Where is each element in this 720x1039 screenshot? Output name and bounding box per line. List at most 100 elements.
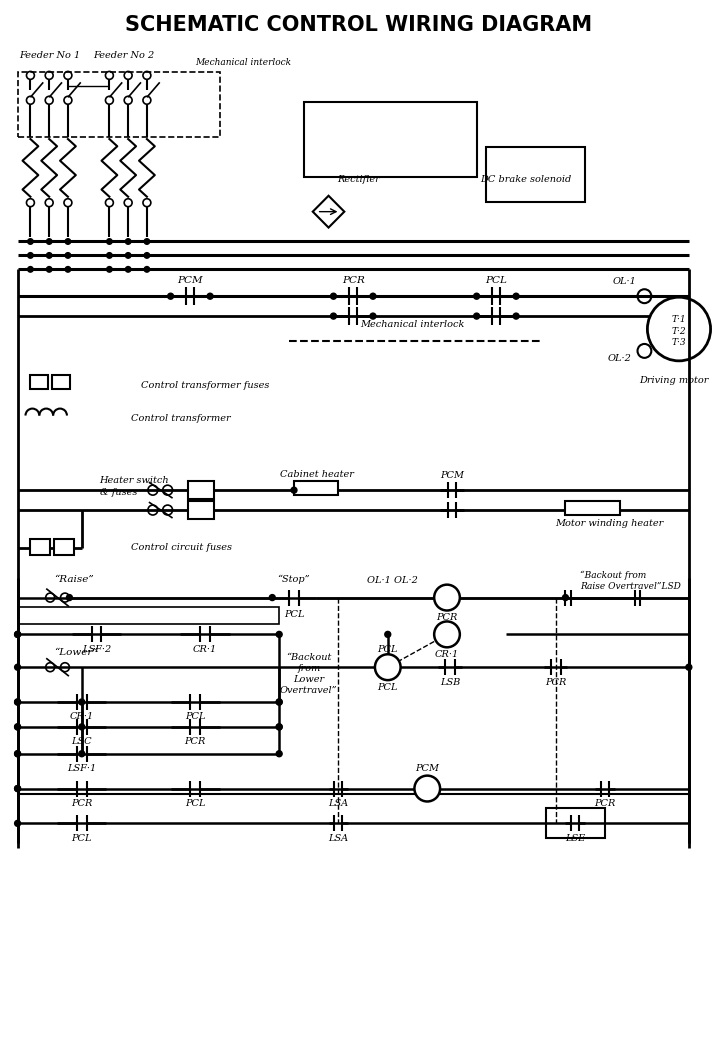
- Bar: [565, 501, 620, 515]
- Text: LSC: LSC: [71, 738, 92, 746]
- Text: OL·1: OL·1: [613, 276, 636, 286]
- Circle shape: [66, 594, 73, 601]
- Circle shape: [78, 699, 85, 705]
- Text: PCR: PCR: [184, 738, 206, 746]
- Text: PCR: PCR: [594, 799, 616, 808]
- Text: PCL: PCL: [284, 610, 305, 619]
- Text: Cabinet heater: Cabinet heater: [280, 470, 354, 479]
- Circle shape: [513, 293, 519, 299]
- Bar: [189, 501, 214, 520]
- Text: OL·1 OL·2: OL·1 OL·2: [367, 577, 418, 585]
- Circle shape: [14, 699, 21, 705]
- Bar: [52, 375, 70, 389]
- Text: LSF·2: LSF·2: [82, 645, 111, 654]
- Bar: [487, 146, 585, 202]
- Circle shape: [14, 632, 21, 637]
- Circle shape: [375, 655, 400, 681]
- Text: “Backout from: “Backout from: [580, 571, 647, 581]
- Circle shape: [647, 297, 711, 361]
- Circle shape: [107, 267, 112, 272]
- Text: PCM: PCM: [178, 275, 203, 285]
- Circle shape: [46, 239, 52, 244]
- Text: PCL: PCL: [185, 799, 205, 808]
- Circle shape: [107, 252, 112, 259]
- Text: Rectifier: Rectifier: [337, 176, 379, 184]
- Circle shape: [513, 313, 519, 319]
- Text: T·2: T·2: [672, 326, 686, 336]
- Text: T·3: T·3: [672, 339, 686, 347]
- Text: Mechanical interlock: Mechanical interlock: [195, 58, 292, 66]
- Circle shape: [46, 252, 52, 259]
- Text: Mechanical interlock: Mechanical interlock: [360, 320, 464, 328]
- Circle shape: [78, 751, 85, 756]
- Circle shape: [14, 751, 21, 756]
- Circle shape: [434, 585, 460, 611]
- Bar: [54, 539, 74, 555]
- Text: PCR: PCR: [71, 799, 92, 808]
- Circle shape: [144, 267, 150, 272]
- Text: Overtravel”: Overtravel”: [280, 686, 338, 695]
- Text: Control circuit fuses: Control circuit fuses: [131, 543, 232, 553]
- Circle shape: [276, 724, 282, 729]
- Circle shape: [474, 293, 480, 299]
- Text: LSB: LSB: [440, 677, 460, 687]
- Text: T·1: T·1: [672, 315, 686, 323]
- Text: “Raise”: “Raise”: [54, 576, 94, 584]
- Circle shape: [125, 239, 131, 244]
- Circle shape: [434, 621, 460, 647]
- Circle shape: [384, 632, 391, 637]
- Circle shape: [14, 664, 21, 670]
- Bar: [17, 73, 220, 137]
- Text: “Backout: “Backout: [286, 652, 331, 662]
- Circle shape: [207, 293, 213, 299]
- Text: PCR: PCR: [545, 677, 566, 687]
- Text: PCL: PCL: [71, 833, 92, 843]
- Circle shape: [562, 594, 568, 601]
- Bar: [304, 102, 477, 177]
- Text: PCM: PCM: [415, 764, 439, 773]
- Bar: [17, 607, 279, 624]
- Circle shape: [276, 699, 282, 705]
- Circle shape: [370, 313, 376, 319]
- Circle shape: [144, 252, 150, 259]
- Circle shape: [27, 267, 33, 272]
- Text: from: from: [297, 664, 320, 672]
- Circle shape: [330, 293, 336, 299]
- Text: PCL: PCL: [485, 275, 508, 285]
- Text: PCL: PCL: [185, 713, 205, 721]
- Circle shape: [66, 239, 71, 244]
- Text: Heater switch: Heater switch: [99, 476, 169, 485]
- Circle shape: [14, 724, 21, 729]
- Circle shape: [291, 487, 297, 494]
- Text: Driving motor: Driving motor: [639, 376, 708, 385]
- Text: “Stop”: “Stop”: [278, 575, 310, 584]
- Circle shape: [27, 252, 33, 259]
- Circle shape: [276, 699, 282, 705]
- Text: Lower: Lower: [293, 674, 325, 684]
- Text: PCR: PCR: [436, 613, 458, 622]
- Bar: [30, 539, 50, 555]
- Circle shape: [269, 594, 275, 601]
- Circle shape: [474, 313, 480, 319]
- Text: PCL: PCL: [377, 645, 398, 654]
- Circle shape: [125, 252, 131, 259]
- Circle shape: [27, 239, 33, 244]
- Text: LSA: LSA: [328, 799, 348, 808]
- Text: Control transformer: Control transformer: [131, 415, 230, 423]
- Circle shape: [14, 632, 21, 637]
- Text: Raise Overtravel”LSD: Raise Overtravel”LSD: [580, 582, 681, 591]
- Circle shape: [144, 239, 150, 244]
- Text: Motor winding heater: Motor winding heater: [556, 520, 664, 529]
- Text: PCL: PCL: [377, 683, 398, 692]
- Circle shape: [168, 293, 174, 299]
- Circle shape: [14, 751, 21, 756]
- Circle shape: [370, 293, 376, 299]
- Text: CR·1: CR·1: [70, 713, 94, 721]
- Bar: [294, 481, 338, 496]
- Text: CR·1: CR·1: [193, 645, 217, 654]
- Circle shape: [686, 664, 692, 670]
- Text: DC brake solenoid: DC brake solenoid: [480, 176, 572, 184]
- Text: PCR: PCR: [342, 275, 364, 285]
- Circle shape: [14, 785, 21, 792]
- Circle shape: [415, 776, 440, 801]
